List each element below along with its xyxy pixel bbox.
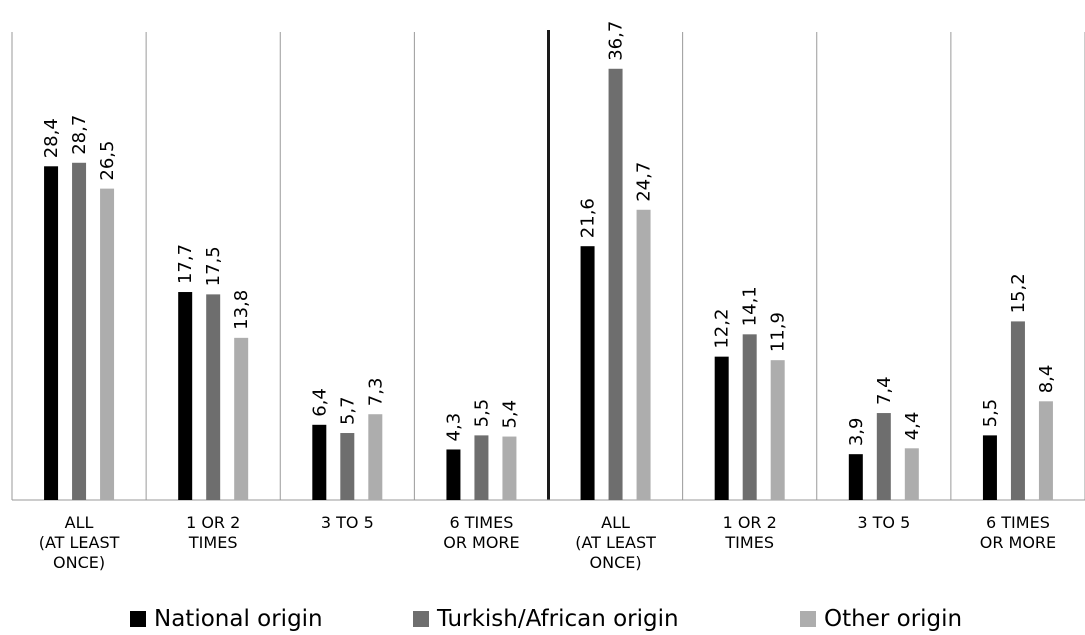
category-label-line: 3 TO 5 bbox=[857, 513, 910, 532]
bar bbox=[446, 449, 461, 500]
data-label: 26,5 bbox=[97, 141, 118, 181]
legend-item-turkish-african: Turkish/African origin bbox=[413, 606, 679, 632]
data-label: 21,6 bbox=[578, 198, 599, 238]
data-label: 6,4 bbox=[309, 388, 330, 417]
bar bbox=[502, 436, 517, 500]
data-label: 7,3 bbox=[365, 378, 386, 407]
bar bbox=[742, 334, 757, 500]
bar bbox=[178, 292, 193, 500]
data-label: 5,5 bbox=[980, 399, 1001, 428]
legend-label-national: National origin bbox=[154, 606, 323, 632]
category-label-line: (AT LEAST bbox=[39, 533, 120, 552]
bar bbox=[714, 356, 729, 500]
bar bbox=[1038, 401, 1053, 500]
data-label: 8,4 bbox=[1036, 365, 1057, 394]
category-label-line: 3 TO 5 bbox=[321, 513, 374, 532]
bar bbox=[474, 435, 489, 500]
category-label: ALL (AT LEAST ONCE) bbox=[575, 513, 656, 572]
bar bbox=[636, 209, 651, 500]
category-label-line: ONCE) bbox=[590, 553, 642, 572]
data-label: 11,9 bbox=[768, 312, 789, 352]
category-label: 1 OR 2 TIMES bbox=[186, 513, 240, 552]
data-label: 36,7 bbox=[606, 21, 627, 61]
data-label: 5,5 bbox=[471, 399, 492, 428]
bar bbox=[1010, 321, 1025, 500]
legend-swatch-turkish-african bbox=[413, 611, 429, 627]
category-label-line: (AT LEAST bbox=[575, 533, 656, 552]
bar bbox=[608, 68, 623, 501]
data-label: 28,7 bbox=[69, 115, 90, 155]
data-label: 15,2 bbox=[1008, 273, 1029, 313]
category-label: 3 TO 5 bbox=[857, 513, 910, 532]
category-label-line: 1 OR 2 bbox=[723, 513, 777, 532]
category-label-line: OR MORE bbox=[443, 533, 519, 552]
bar bbox=[100, 188, 115, 500]
data-label: 17,7 bbox=[175, 244, 196, 284]
data-label: 13,8 bbox=[231, 290, 252, 330]
data-label: 12,2 bbox=[712, 309, 733, 349]
data-label: 14,1 bbox=[740, 286, 761, 326]
category-label: ALL (AT LEAST ONCE) bbox=[39, 513, 120, 572]
category-label-line: OR MORE bbox=[980, 533, 1056, 552]
category-label-line: ALL bbox=[601, 513, 630, 532]
data-label: 24,7 bbox=[634, 162, 655, 202]
bar bbox=[44, 166, 59, 501]
category-label-line: 6 TIMES bbox=[986, 513, 1050, 532]
category-label-line: 1 OR 2 bbox=[186, 513, 240, 532]
bar bbox=[904, 448, 919, 500]
chart-legend: National origin Turkish/African origin O… bbox=[0, 606, 1085, 635]
bar bbox=[770, 360, 785, 500]
legend-swatch-national bbox=[130, 611, 146, 627]
category-label-line: TIMES bbox=[188, 533, 238, 552]
data-label: 3,9 bbox=[846, 418, 867, 447]
bar bbox=[580, 246, 595, 500]
category-label: 6 TIMES OR MORE bbox=[443, 513, 519, 552]
category-label-line: ALL bbox=[65, 513, 94, 532]
data-label: 5,4 bbox=[499, 400, 520, 429]
legend-item-other: Other origin bbox=[800, 606, 962, 632]
data-label: 4,4 bbox=[902, 412, 923, 441]
legend-item-national: National origin bbox=[130, 606, 323, 632]
legend-label-other: Other origin bbox=[824, 606, 963, 632]
category-label-line: TIMES bbox=[724, 533, 774, 552]
data-label: 28,4 bbox=[41, 118, 62, 158]
bar bbox=[72, 162, 87, 500]
bar bbox=[982, 435, 997, 500]
data-label: 5,7 bbox=[337, 396, 358, 425]
bar bbox=[234, 337, 249, 500]
bar bbox=[340, 433, 355, 500]
category-label: 6 TIMES OR MORE bbox=[980, 513, 1056, 552]
data-label: 7,4 bbox=[874, 376, 895, 405]
bar bbox=[206, 294, 221, 500]
data-label: 17,5 bbox=[203, 246, 224, 286]
bar bbox=[368, 414, 383, 500]
legend-swatch-other bbox=[800, 611, 816, 627]
bar bbox=[876, 413, 891, 500]
legend-label-turkish-african: Turkish/African origin bbox=[437, 606, 679, 632]
category-label: 3 TO 5 bbox=[321, 513, 374, 532]
category-label-line: ONCE) bbox=[53, 553, 105, 572]
bar bbox=[848, 454, 863, 500]
data-label: 4,3 bbox=[443, 413, 464, 442]
category-label: 1 OR 2 TIMES bbox=[723, 513, 777, 552]
bar bbox=[312, 424, 327, 500]
category-label-line: 6 TIMES bbox=[450, 513, 514, 532]
